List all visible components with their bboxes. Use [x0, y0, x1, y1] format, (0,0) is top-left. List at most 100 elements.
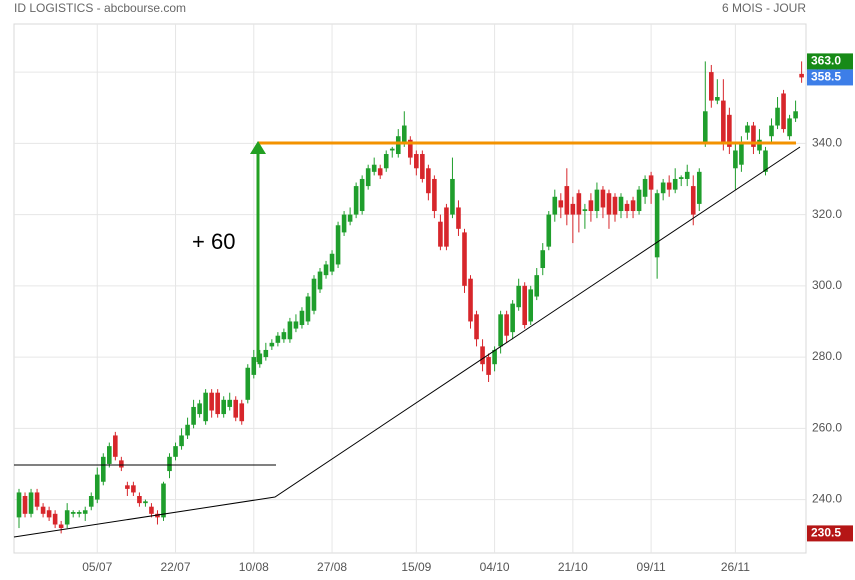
candle-body [702, 111, 708, 144]
candle-body [666, 182, 672, 190]
candle-body [58, 524, 64, 529]
price-marker [807, 53, 853, 70]
y-tick-label: 320.0 [812, 207, 842, 221]
candle-body [161, 483, 166, 518]
candle-body [137, 496, 142, 504]
candle-body [426, 168, 431, 194]
candle-body [52, 513, 58, 525]
candle-body [70, 512, 76, 514]
candle-body [227, 399, 233, 407]
candle-body [28, 492, 34, 514]
candle-body [564, 186, 570, 215]
candle-body [709, 72, 714, 101]
candle-body [317, 271, 323, 290]
candle-body [486, 357, 491, 375]
candle-body [492, 349, 497, 365]
candle-body [131, 485, 136, 493]
candle-body [395, 136, 401, 155]
candle-body [606, 193, 612, 215]
candle-body [462, 232, 467, 286]
candle-body [245, 367, 251, 400]
x-tick-label: 22/07 [161, 560, 191, 574]
candle-body [648, 175, 654, 190]
candle-body [522, 285, 527, 326]
candle-body [618, 196, 624, 212]
candle-body [281, 332, 287, 340]
candle-body [624, 203, 630, 212]
candle-body [793, 111, 798, 119]
candle-body [582, 209, 588, 212]
candle-body [534, 275, 540, 297]
candle-body [401, 125, 407, 144]
candle-body [504, 314, 509, 336]
candle-body [510, 303, 515, 333]
candle-body [40, 506, 46, 514]
candle-body [353, 186, 359, 215]
chart-subtitle: 6 MOIS - JOUR [722, 1, 806, 15]
candle-body [546, 214, 552, 247]
candle-body [100, 456, 106, 482]
candle-body [570, 203, 576, 215]
candle-body [576, 193, 582, 215]
candle-body [233, 399, 239, 418]
candle-body [672, 178, 678, 190]
candle-body [480, 346, 485, 365]
candle-body [474, 314, 479, 340]
candle-body [558, 200, 564, 208]
candle-body [715, 97, 720, 101]
y-tick-label: 240.0 [812, 492, 842, 506]
candle-body [293, 321, 299, 329]
candle-body [365, 168, 371, 187]
candle-body [143, 501, 148, 504]
candle-body [16, 492, 22, 518]
candle-body [630, 200, 636, 212]
arrow-head [250, 141, 266, 154]
price-marker-label: 358.5 [811, 70, 841, 84]
price-marker-label: 230.5 [811, 526, 841, 540]
candle-body [269, 342, 275, 347]
candle-body [781, 93, 786, 130]
candle-body [299, 310, 305, 326]
y-tick-label: 260.0 [812, 420, 842, 434]
candle-body [119, 460, 124, 468]
candle-body [540, 250, 546, 269]
y-tick-label: 300.0 [812, 278, 842, 292]
candle-body [438, 221, 443, 247]
candle-body [82, 510, 88, 514]
candle-body [209, 392, 214, 411]
y-tick-label: 280.0 [812, 349, 842, 363]
candle-body [594, 189, 600, 212]
candle-body [371, 164, 377, 172]
candle-body [64, 510, 70, 525]
plot-frame [13, 23, 807, 554]
candle-body [155, 513, 160, 518]
candle-body [167, 456, 172, 472]
candle-body [660, 182, 666, 194]
candle-body [197, 403, 202, 415]
candle-body [191, 406, 196, 425]
x-tick-label: 15/09 [401, 560, 431, 574]
annotation: + 60 [192, 229, 235, 254]
candle-body [444, 207, 449, 247]
trend-line [13, 146, 801, 538]
candle-body [552, 196, 558, 215]
y-tick-label: 340.0 [812, 136, 842, 150]
candle-body [389, 148, 395, 151]
x-tick-label: 27/08 [317, 560, 347, 574]
candle-body [757, 139, 762, 151]
candle-body [696, 171, 702, 204]
candle-body [450, 178, 455, 215]
candles [16, 61, 804, 534]
candle-body [275, 335, 281, 343]
candle-body [721, 100, 726, 144]
candle-body [263, 349, 269, 358]
candle-body [383, 154, 389, 169]
x-tick-label: 05/07 [82, 560, 112, 574]
candle-body [179, 435, 184, 447]
candle-body [516, 285, 521, 308]
candle-body [305, 296, 311, 322]
candle-body [94, 474, 100, 500]
candle-body [347, 214, 353, 222]
candle-body [287, 321, 293, 340]
